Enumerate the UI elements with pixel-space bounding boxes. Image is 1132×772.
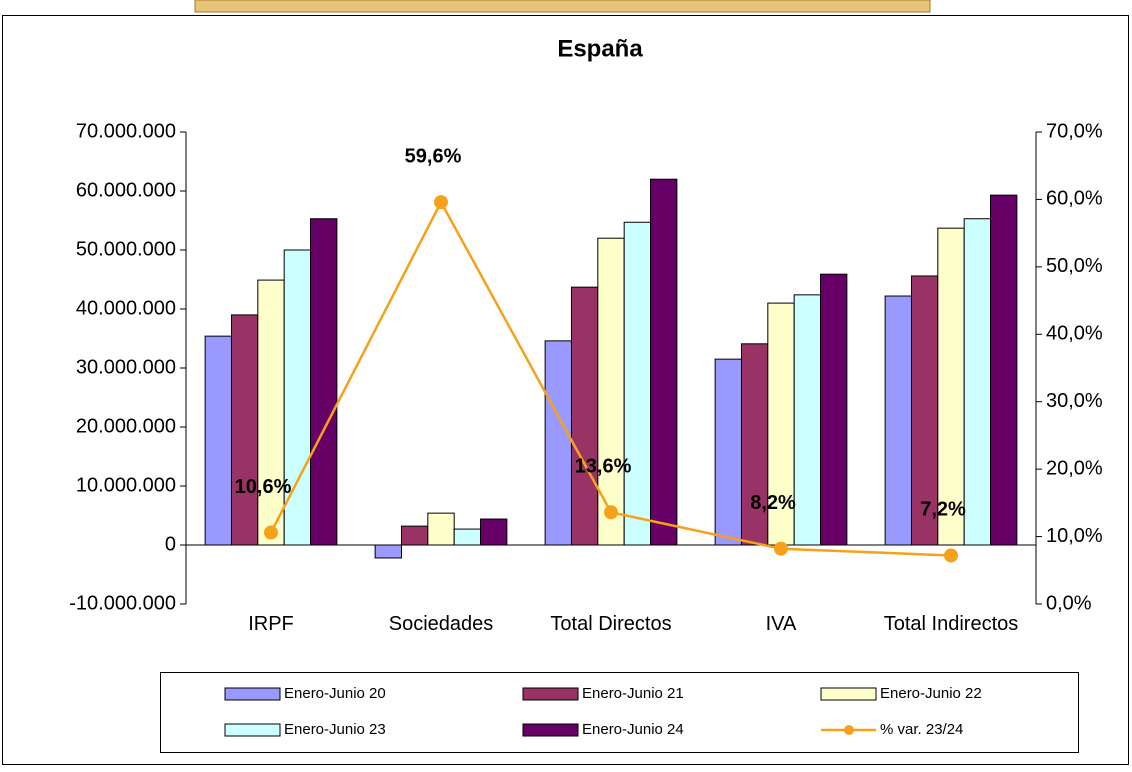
bar [793,294,822,546]
line-point [264,525,278,540]
chart-title: España [557,35,643,62]
top-banner [194,0,931,13]
data-label: 13,6% [575,456,632,478]
legend-marker [844,725,854,735]
y-tick-label: 10.000.000 [76,474,176,496]
y-tick-label: 0 [165,533,176,555]
legend-box [160,672,1079,753]
y2-tick-label: 50,0% [1046,255,1103,277]
line-point [604,505,618,520]
bar [623,221,652,546]
y2-tick-label: 0,0% [1046,592,1092,614]
bar [374,544,402,559]
bar [257,279,285,546]
x-tick-label-box: IVA [765,613,797,635]
legend-swatch [522,687,579,701]
legend-label: Enero-Junio 20 [284,685,386,702]
bar [427,512,455,546]
y-tick-label: 20.000.000 [76,415,176,437]
legend-swatch [224,723,281,737]
y-tick-label: 70.000.000 [76,120,176,142]
bar [480,518,508,546]
x-tick-label: Sociedades [388,613,494,635]
bar [767,302,795,546]
bar [963,218,992,546]
bar [884,295,912,546]
y2-tick-label: 70,0% [1046,120,1103,142]
bar [820,273,848,546]
data-label: 7,2% [920,499,966,521]
bar [597,237,625,546]
x-tick-label-box: IRPF [248,613,294,635]
bar [453,528,482,546]
x-tick-label-box: Total Directos [550,613,672,635]
x-tick-label: Total Directos [550,613,672,635]
data-label: 8,2% [750,492,796,514]
x-tick-label: Total Indirectos [883,613,1019,635]
legend-label: Enero-Junio 21 [582,685,684,702]
legend-swatch [522,723,579,737]
legend-label: % var. 23/24 [880,721,963,738]
line-point [434,195,448,210]
bar [230,314,259,546]
bar [544,340,572,546]
y-tick-label: 30.000.000 [76,356,176,378]
y2-tick-label: 40,0% [1046,323,1103,345]
bar [714,358,742,546]
legend-label: Enero-Junio 23 [284,721,386,738]
bar [570,286,599,546]
y-tick-label: -10.000.000 [69,592,176,614]
bar [650,178,678,546]
bar [740,343,769,546]
line-point [774,541,788,556]
bar [400,525,429,546]
line-point [944,548,958,563]
x-tick-label-box: Total Indirectos [883,613,1019,635]
bar [990,194,1018,546]
y-tick-label: 60.000.000 [76,179,176,201]
x-tick-label-box: Sociedades [388,613,494,635]
y-tick-label: 50.000.000 [76,238,176,260]
bar [204,335,232,546]
legend-swatch [224,687,281,701]
bar [910,275,939,546]
y2-tick-label: 30,0% [1046,390,1103,412]
y-tick-label: 40.000.000 [76,297,176,319]
y2-tick-label: 20,0% [1046,457,1103,479]
legend-swatch [820,687,877,701]
bar [310,218,338,546]
data-label: 59,6% [405,145,462,167]
legend-label: Enero-Junio 22 [880,685,982,702]
x-tick-label: IRPF [248,613,294,635]
data-label: 10,6% [235,476,292,498]
y2-tick-label: 10,0% [1046,525,1103,547]
y2-tick-label: 60,0% [1046,188,1103,210]
legend-label: Enero-Junio 24 [582,721,684,738]
bar [937,227,965,546]
x-tick-label: IVA [765,613,797,635]
